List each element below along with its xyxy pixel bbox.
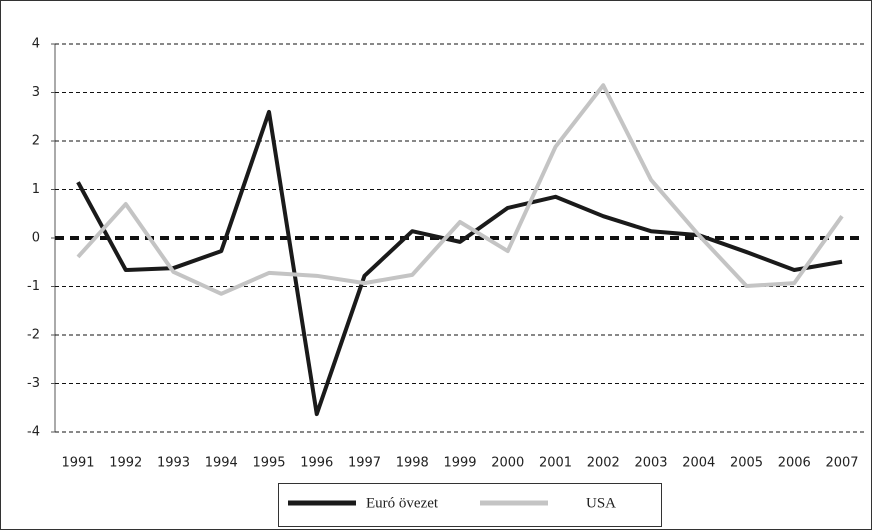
x-tick-label: 1994 — [205, 456, 238, 471]
x-tick-label: 2003 — [634, 456, 667, 471]
x-tick-label: 1996 — [300, 456, 333, 471]
y-tick-label: -2 — [27, 328, 40, 343]
x-tick-label: 1991 — [61, 456, 94, 471]
x-tick-label: 1998 — [396, 456, 429, 471]
x-tick-label: 2001 — [539, 456, 572, 471]
legend-label: Euró övezet — [366, 495, 439, 511]
line-series — [76, 109, 843, 417]
legend-label: USA — [586, 495, 616, 511]
x-tick-label: 2002 — [587, 456, 620, 471]
y-tick-label: 0 — [32, 231, 40, 246]
x-tick-label: 1995 — [252, 456, 285, 471]
x-tick-label: 1993 — [157, 456, 190, 471]
x-tick-label: 2004 — [682, 456, 715, 471]
x-tick-label: 1999 — [443, 456, 476, 471]
y-tick-label: 4 — [32, 37, 40, 52]
x-tick-label: 2006 — [778, 456, 811, 471]
x-tick-label: 2007 — [825, 456, 858, 471]
x-tick-label: 1992 — [109, 456, 142, 471]
y-tick-label: 3 — [32, 85, 40, 100]
x-tick-label: 2000 — [491, 456, 524, 471]
y-tick-label: 2 — [32, 134, 40, 149]
y-tick-label: -1 — [27, 279, 40, 294]
x-tick-label: 1997 — [348, 456, 381, 471]
y-tick-label: -3 — [27, 376, 40, 391]
line-series — [76, 83, 844, 296]
y-tick-label: -4 — [27, 425, 40, 440]
x-tick-label: 2005 — [730, 456, 763, 471]
y-tick-label: 1 — [32, 182, 40, 197]
